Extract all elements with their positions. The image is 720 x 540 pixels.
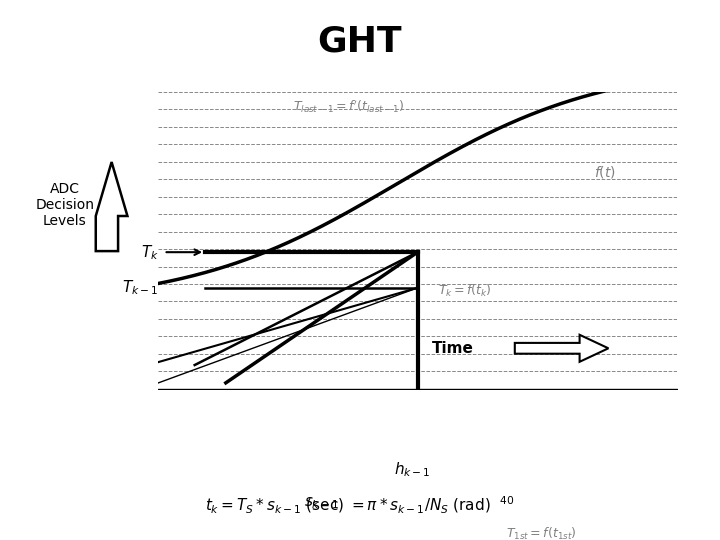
Text: $T_k = f(t_k)$: $T_k = f(t_k)$: [438, 283, 492, 299]
Text: $t_k=T_S*s_{k-1}$ (sec) $=\pi*s_{k-1}/N_S$ (rad)  $^{40}$: $t_k=T_S*s_{k-1}$ (sec) $=\pi*s_{k-1}/N_…: [205, 495, 515, 516]
Text: $T_{1st} = f(t_{1st})$: $T_{1st} = f(t_{1st})$: [505, 525, 577, 540]
Text: $s_{k-1}$: $s_{k-1}$: [305, 496, 339, 511]
Text: GHT: GHT: [318, 24, 402, 58]
Text: ADC
Decision
Levels: ADC Decision Levels: [35, 182, 94, 228]
Text: Time: Time: [432, 341, 474, 356]
Text: $h_{k-1}$: $h_{k-1}$: [394, 460, 431, 479]
Polygon shape: [515, 335, 608, 362]
Text: $T_{k-1}$: $T_{k-1}$: [122, 279, 158, 297]
Text: $f(t)$: $f(t)$: [594, 164, 616, 180]
Polygon shape: [96, 162, 127, 251]
Text: $T_{last-1} = f'(t_{last-1})$: $T_{last-1} = f'(t_{last-1})$: [293, 98, 405, 115]
Text: $T_k$: $T_k$: [140, 243, 158, 261]
